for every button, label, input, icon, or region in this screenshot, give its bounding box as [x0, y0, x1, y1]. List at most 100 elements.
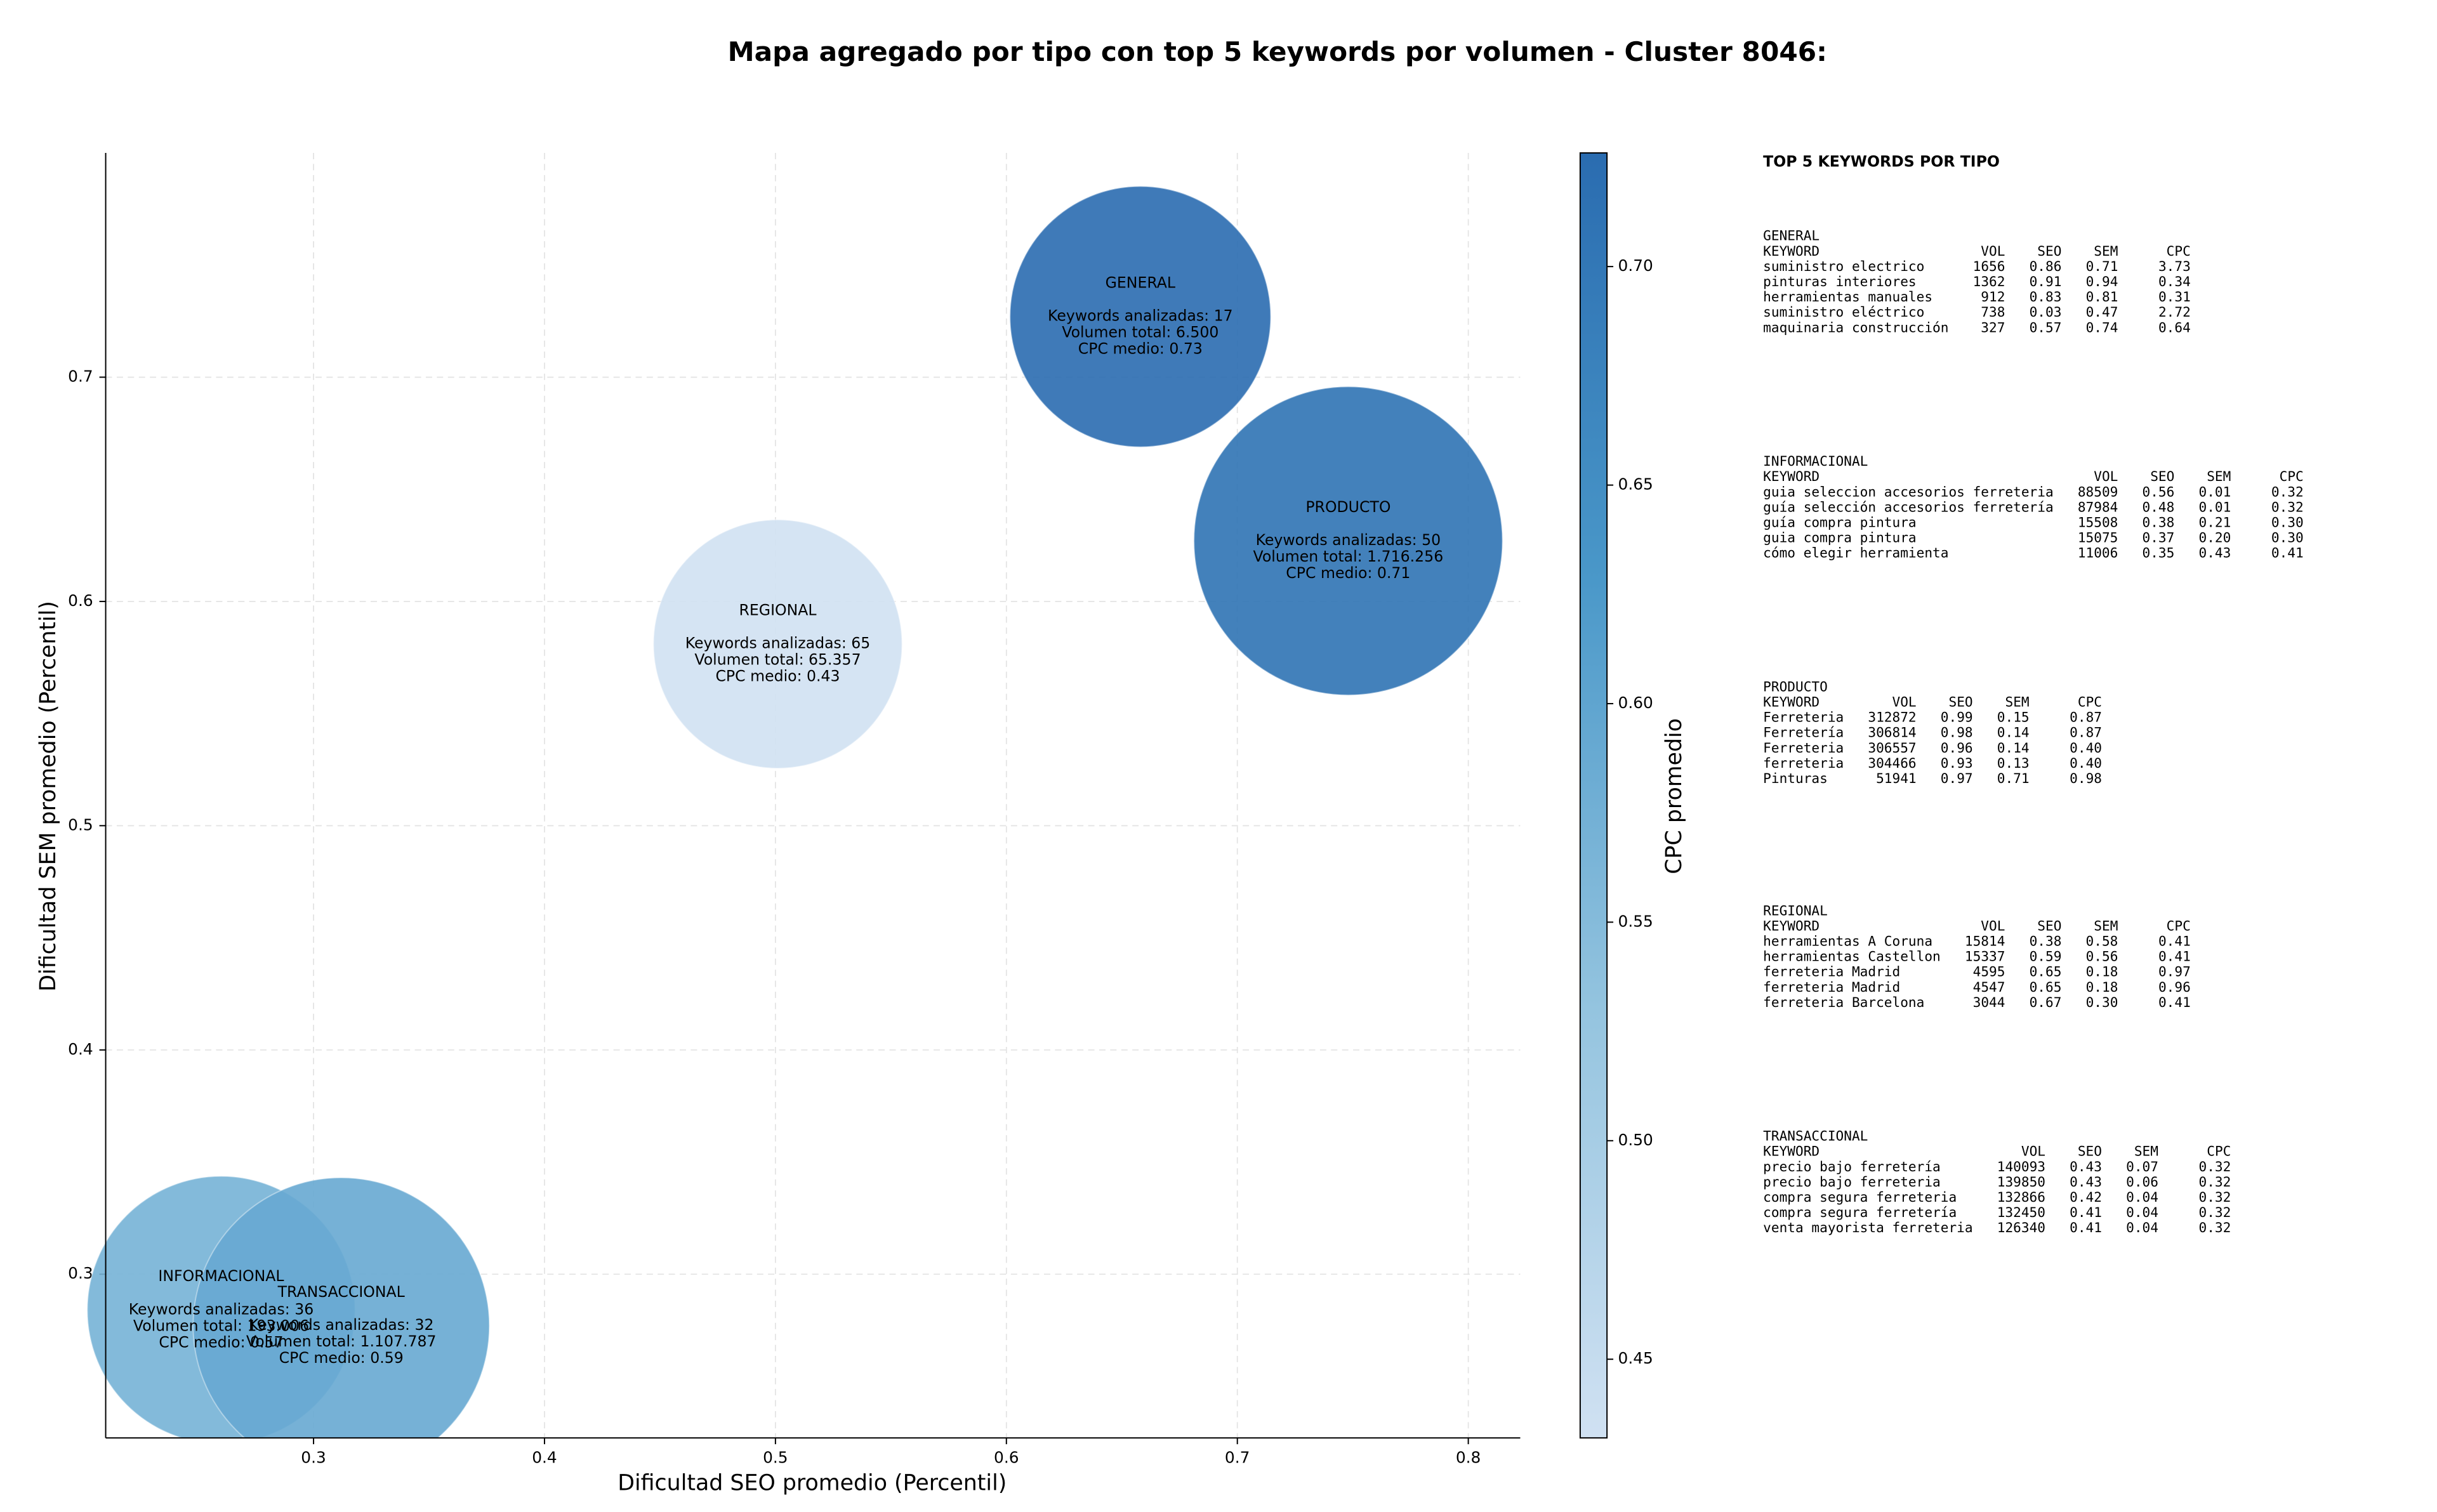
table-row-cell: 0.07 [2126, 1159, 2158, 1174]
table-row-cell: 0.98 [1941, 725, 1973, 740]
bubble [192, 1177, 491, 1438]
table-row-cell: 0.81 [2086, 289, 2118, 305]
table-row-cell: herramientas Castellon [1763, 949, 1941, 964]
colorbar-tick-label: 0.65 [1618, 475, 1653, 494]
table-row-cell: 0.58 [2086, 933, 2118, 949]
y-tick-label: 0.3 [68, 1264, 93, 1282]
table-header-cell: CPC [2078, 694, 2102, 710]
table-header-cell: SEM [2094, 243, 2118, 259]
table-header-cell: SEM [2005, 694, 2029, 710]
table-row-cell: 0.96 [1941, 740, 1973, 756]
table-header: KEYWORD VOL SEO SEM CPC [1763, 917, 2191, 933]
table-row-cell: 4595 [1973, 964, 2005, 980]
table-row-cell: 0.41 [2271, 545, 2304, 561]
section-name: REGIONAL [1763, 902, 1828, 918]
table-header-cell: CPC [2167, 917, 2191, 933]
table-row-cell: 0.06 [2126, 1174, 2158, 1190]
section-name: TRANSACCIONAL [1763, 1128, 1868, 1144]
table-row-cell: Ferreteria [1763, 709, 1844, 725]
bubble-annotation: Keywords analizadas: 17 [1048, 307, 1233, 325]
table-row: maquinaria construcción 327 0.57 0.74 0.… [1763, 319, 2191, 335]
bubble-annotation: Volumen total: 1.107.787 [246, 1332, 437, 1350]
table-row-cell: 912 [1981, 289, 2005, 305]
table-row-cell: herramientas manuales [1763, 289, 1932, 305]
table-row-cell: 0.71 [2086, 258, 2118, 274]
table-row-cell: 0.32 [2271, 499, 2304, 515]
table-row-cell: 15508 [2078, 514, 2118, 530]
table-row-cell: 0.15 [1997, 709, 2030, 725]
x-tick-label: 0.5 [763, 1449, 788, 1467]
table-row-cell: 0.41 [2158, 994, 2191, 1010]
table-row-cell: 738 [1981, 304, 2005, 320]
table-row-cell: 0.04 [2126, 1219, 2158, 1235]
bubble-annotation: Keywords analizadas: 50 [1256, 531, 1441, 549]
table-row-cell: 0.18 [2086, 979, 2118, 995]
table-row-cell: 304466 [1868, 755, 1916, 771]
table-row-cell: 0.30 [2086, 994, 2118, 1010]
bubble-annotation: CPC medio: 0.71 [1286, 564, 1410, 582]
table-row-cell: 126340 [1997, 1219, 2045, 1235]
table-header-cell: SEO [2078, 1143, 2102, 1159]
table-row-cell: 132450 [1997, 1204, 2045, 1220]
table-row-cell: guía compra pintura [1763, 514, 1916, 530]
y-axis-label: Dificultad SEM promedio (Percentil) [36, 601, 61, 992]
table-row-cell: 0.40 [2070, 755, 2102, 771]
y-tick-label: 0.7 [68, 367, 93, 385]
table-row-cell: 0.37 [2143, 530, 2175, 546]
table-row-cell: 0.87 [2070, 709, 2102, 725]
bubble-name: GENERAL [1106, 273, 1176, 291]
table-row: guía compra pintura 15508 0.38 0.21 0.30 [1763, 514, 2304, 530]
table-row-cell: 0.94 [2086, 273, 2118, 289]
table-header: KEYWORD VOL SEO SEM CPC [1763, 243, 2191, 259]
table-row-cell: guia compra pintura [1763, 530, 1916, 546]
table-row-cell: 0.74 [2086, 319, 2118, 335]
table-row-cell: 0.57 [2030, 319, 2062, 335]
table-row-cell: ferreteria Madrid [1763, 964, 1900, 980]
chart-title: Mapa agregado por tipo con top 5 keyword… [728, 36, 1827, 67]
bubble [1009, 185, 1272, 448]
bubble-name: TRANSACCIONAL [277, 1283, 406, 1301]
table-row-cell: 0.31 [2158, 289, 2191, 305]
table-row-cell: 0.48 [2143, 499, 2175, 515]
bubble-annotation: CPC medio: 0.73 [1078, 340, 1203, 358]
table-header-cell: SEO [2150, 468, 2174, 484]
table-row-cell: 0.43 [2070, 1159, 2102, 1174]
table-row-cell: Ferretería [1763, 725, 1844, 740]
x-tick-label: 0.4 [532, 1449, 557, 1467]
table-row: guia seleccion accesorios ferreteria 885… [1763, 483, 2304, 499]
table-row-cell: 0.41 [2158, 949, 2191, 964]
colorbar-tick-label: 0.70 [1618, 256, 1653, 275]
table-row: pinturas interiores 1362 0.91 0.94 0.34 [1763, 273, 2191, 289]
table-row-cell: 0.97 [2158, 964, 2191, 980]
panel-title: TOP 5 KEYWORDS POR TIPO [1763, 152, 2000, 170]
table-row-cell: 0.93 [1941, 755, 1973, 771]
table-row-cell: 0.38 [2143, 514, 2175, 530]
table-header-cell: VOL [1981, 243, 2005, 259]
table-row-cell: 0.98 [2070, 770, 2102, 786]
bubble-annotation: CPC medio: 0.59 [279, 1349, 404, 1367]
bubble-annotation: Keywords analizadas: 65 [685, 634, 871, 652]
x-tick-label: 0.7 [1225, 1449, 1250, 1467]
bubble-name: INFORMACIONAL [158, 1267, 284, 1285]
table-row: guía selección accesorios ferretería 879… [1763, 499, 2304, 515]
colorbar-tick-label: 0.50 [1618, 1131, 1653, 1149]
table-row-cell: 0.40 [2070, 740, 2102, 756]
table-row-cell: 0.04 [2126, 1189, 2158, 1205]
table-row-cell: 0.71 [1997, 770, 2030, 786]
table-row-cell: 0.14 [1997, 725, 2030, 740]
table-row-cell: 87984 [2078, 499, 2118, 515]
table-row-cell: 3.73 [2158, 258, 2191, 274]
bubble-annotation: CPC medio: 0.43 [715, 667, 840, 685]
table-row-cell: 0.20 [2198, 530, 2231, 546]
table-row-cell: suministro eléctrico [1763, 304, 1924, 320]
table-row: compra segura ferretería 132450 0.41 0.0… [1763, 1204, 2231, 1220]
table-header-cell: KEYWORD [1763, 243, 1819, 259]
table-row-cell: 88509 [2078, 483, 2118, 499]
table-header-cell: VOL [2094, 468, 2118, 484]
table-row-cell: 0.99 [1941, 709, 1973, 725]
table-row-cell: 0.41 [2158, 933, 2191, 949]
x-tick-label: 0.3 [301, 1449, 326, 1467]
table-row: venta mayorista ferreteria 126340 0.41 0… [1763, 1219, 2231, 1235]
table-row-cell: precio bajo ferretería [1763, 1159, 1941, 1174]
table-header-cell: CPC [2207, 1143, 2231, 1159]
